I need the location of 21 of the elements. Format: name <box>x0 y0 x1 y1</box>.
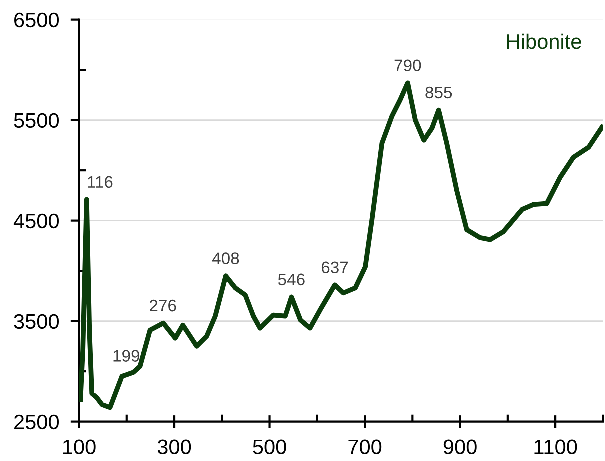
annotation: 637 <box>322 262 348 274</box>
x-tick-label: 700 <box>348 440 382 454</box>
text: Hibonite <box>508 34 582 50</box>
annotation: 855 <box>426 86 452 99</box>
x-tick-label: 300 <box>158 440 192 454</box>
x-tick-label: 1100 <box>534 440 578 454</box>
line-series <box>79 80 604 410</box>
y-tick-label: 2500 <box>14 414 59 430</box>
x-tick-label: 100 <box>63 440 96 454</box>
annotation: 199 <box>114 350 140 362</box>
x-tick-label: 500 <box>253 440 286 454</box>
x-tick-label: 900 <box>444 440 477 454</box>
annotation: 790 <box>394 60 422 72</box>
annotation: 276 <box>150 300 176 312</box>
y-tick-label: 5500 <box>14 113 59 128</box>
y-tick-label: 4500 <box>14 214 59 229</box>
annotation: 546 <box>278 274 305 286</box>
y-tick-label: 6500 <box>14 12 59 28</box>
annotation: 116 <box>88 176 113 188</box>
annotation: 408 <box>212 252 240 264</box>
y-tick-label: 3500 <box>14 314 59 330</box>
